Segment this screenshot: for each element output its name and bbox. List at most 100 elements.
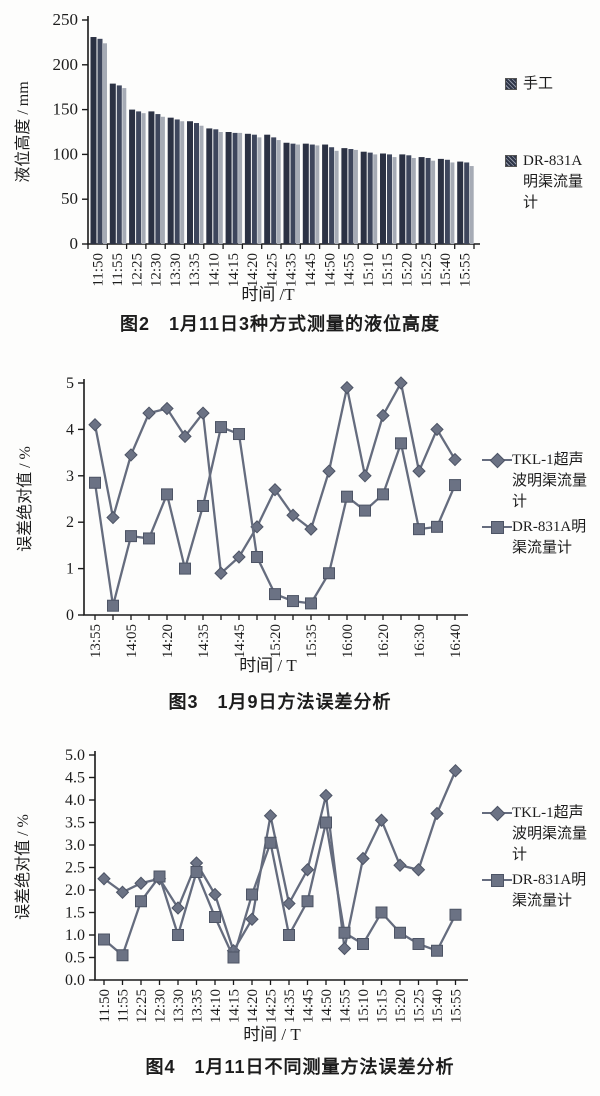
x-tick-label: 15:25 xyxy=(419,253,435,287)
bar xyxy=(437,158,444,244)
data-point-square xyxy=(172,929,184,941)
data-point-diamond xyxy=(411,863,426,877)
x-tick-label: 14:15 xyxy=(227,989,243,1023)
x-tick-label: 14:50 xyxy=(319,989,335,1023)
y-tick-label: 0 xyxy=(66,607,74,624)
x-axis-title: 时间 /T xyxy=(241,285,295,304)
legend-label: DR-831A明渠流量计 xyxy=(512,872,587,909)
data-point-diamond xyxy=(115,885,130,899)
data-point-square xyxy=(283,929,295,941)
bar xyxy=(309,144,315,244)
bar xyxy=(406,155,412,244)
data-point-diamond xyxy=(374,813,389,827)
bar xyxy=(392,157,397,244)
data-point-diamond xyxy=(304,522,318,536)
y-tick-label: 4.0 xyxy=(65,792,85,809)
x-tick-label: 15:20 xyxy=(393,989,409,1023)
x-tick-label: 14:45 xyxy=(232,624,248,658)
y-tick-label: 1.5 xyxy=(65,905,85,922)
data-point-square xyxy=(395,437,407,450)
bar xyxy=(251,134,257,244)
bar xyxy=(464,162,470,244)
data-point-square xyxy=(135,895,147,908)
y-tick-label: 5 xyxy=(66,375,74,392)
bar xyxy=(141,113,146,245)
series-line xyxy=(93,425,457,607)
x-tick-label: 14:20 xyxy=(245,253,261,287)
x-tick-label: 14:50 xyxy=(322,253,338,287)
y-tick-label: 2.5 xyxy=(65,860,85,877)
x-axis-title: 时间 / T xyxy=(239,656,297,675)
data-point-diamond xyxy=(448,452,462,467)
data-point-diamond xyxy=(412,464,426,478)
y-tick-label: 100 xyxy=(53,144,79,163)
bar xyxy=(296,144,300,244)
data-point-square xyxy=(431,944,443,957)
figure2-legend: 手工 DR-831A明渠流量计 xyxy=(505,74,597,218)
x-tick-label: 14:20 xyxy=(245,989,261,1023)
x-tick-label: 12:30 xyxy=(149,253,165,287)
x-tick-label: 16:40 xyxy=(448,624,464,658)
x-axis-title: 时间 / T xyxy=(243,1025,301,1044)
y-tick-label: 4.5 xyxy=(65,770,85,787)
legend-item-manual: 手工 xyxy=(505,74,597,95)
data-point-diamond xyxy=(356,851,370,866)
legend-item-tkl1: TKL-1超声波明渠流量计 xyxy=(482,803,600,866)
bar xyxy=(194,123,199,244)
x-tick-label: 14:45 xyxy=(303,253,319,287)
y-tick-label: 3.0 xyxy=(65,837,85,854)
bar xyxy=(444,159,450,244)
x-tick-label: 15:20 xyxy=(268,624,284,658)
data-point-square xyxy=(357,938,369,950)
data-point-diamond xyxy=(337,941,352,956)
figure3-chart-canvas: 0 1 2 3 4 5 13:55 14:05 14:20 14:35 14:45 15:20 15:3… xyxy=(16,375,468,675)
bar xyxy=(348,149,354,244)
y-tick-label: 3 xyxy=(66,468,74,485)
bar xyxy=(129,109,136,244)
bar xyxy=(353,149,358,244)
data-point-diamond xyxy=(134,876,148,890)
bar xyxy=(418,157,425,244)
x-tick-label: 14:15 xyxy=(226,253,242,287)
figure4-caption: 图4 1月11日不同测量方法误差分析 xyxy=(145,1057,455,1077)
x-tick-label: 15:55 xyxy=(449,989,465,1023)
data-point-square xyxy=(431,520,443,533)
x-tick-label: 11:50 xyxy=(97,989,113,1023)
series-diamond xyxy=(97,764,463,958)
data-point-diamond xyxy=(430,806,444,821)
data-point-diamond xyxy=(394,376,408,390)
bar xyxy=(103,43,107,244)
data-point-diamond xyxy=(208,887,222,902)
bar xyxy=(180,121,185,244)
figure3-line-chart: 0 1 2 3 4 5 13:55 14:05 14:20 14:35 14:45 15:20 15:3… xyxy=(0,358,600,735)
x-tick-label: 14:10 xyxy=(206,253,222,287)
x-tick-label: 14:55 xyxy=(338,989,354,1023)
data-point-diamond xyxy=(322,464,336,478)
y-tick-label: 0.0 xyxy=(65,972,85,989)
x-tick-label: 16:00 xyxy=(340,624,356,658)
square-line-marker-icon xyxy=(482,517,512,538)
data-point-diamond xyxy=(232,550,246,564)
bar xyxy=(206,128,213,244)
bar xyxy=(334,150,339,244)
figure3-caption: 图3 1月9日方法误差分析 xyxy=(168,692,392,712)
data-point-diamond xyxy=(106,510,120,525)
figure2-caption: 图2 1月11日3种方式测量的液位高度 xyxy=(119,314,441,334)
x-tick-label: 15:40 xyxy=(430,989,446,1023)
x-tick-label: 14:05 xyxy=(124,624,140,658)
bar xyxy=(411,157,416,244)
data-point-diamond xyxy=(142,406,156,420)
data-point-diamond xyxy=(245,912,259,926)
x-tick-label: 11:55 xyxy=(116,989,132,1023)
bar xyxy=(360,151,367,244)
data-point-square xyxy=(153,870,166,883)
data-point-square xyxy=(341,490,353,503)
bar xyxy=(116,85,122,245)
data-point-square xyxy=(197,499,209,512)
bar xyxy=(167,117,174,244)
legend-item-dr831a: DR-831A明渠流量计 xyxy=(505,151,597,214)
y-tick-label: 0 xyxy=(70,234,79,253)
x-tick-label: 15:40 xyxy=(438,253,454,287)
y-tick-label: 2.0 xyxy=(65,882,85,899)
x-tick-label: 14:35 xyxy=(282,989,298,1023)
